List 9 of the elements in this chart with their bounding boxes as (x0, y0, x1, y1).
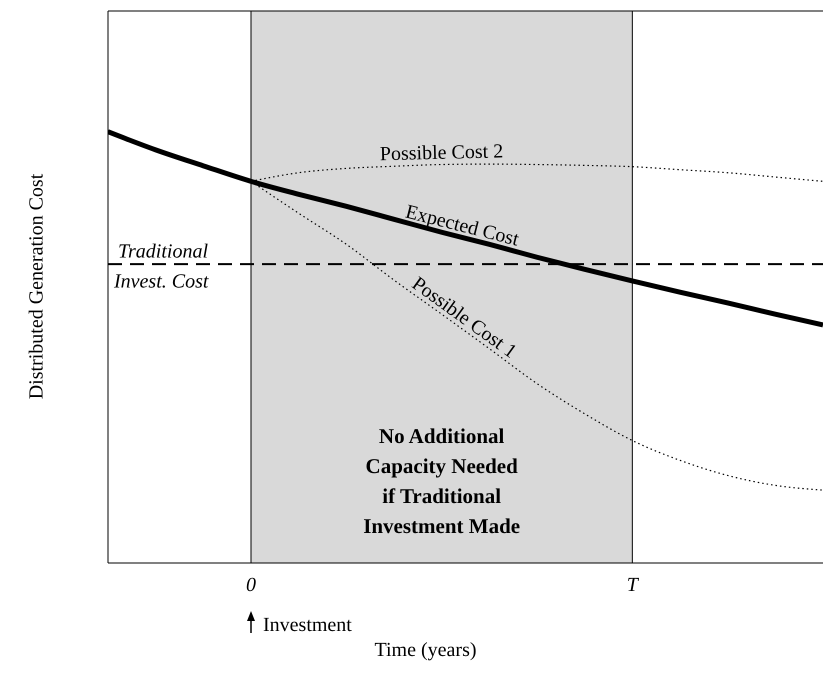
band-label: No Additional Capacity Needed if Traditional Investment Made (363, 424, 520, 538)
ref-line-label: Traditional Invest. Cost (113, 240, 209, 293)
text: Investment (263, 614, 352, 636)
x-tick-label: 0 (246, 574, 256, 596)
x-tick-label: T (626, 574, 640, 596)
text: Expected Cost (403, 200, 522, 251)
series-label: Possible Cost 2 (380, 140, 504, 166)
x-axis-title: Time (years) (374, 639, 477, 661)
y-axis-title: Distributed Generation Cost (26, 173, 48, 400)
